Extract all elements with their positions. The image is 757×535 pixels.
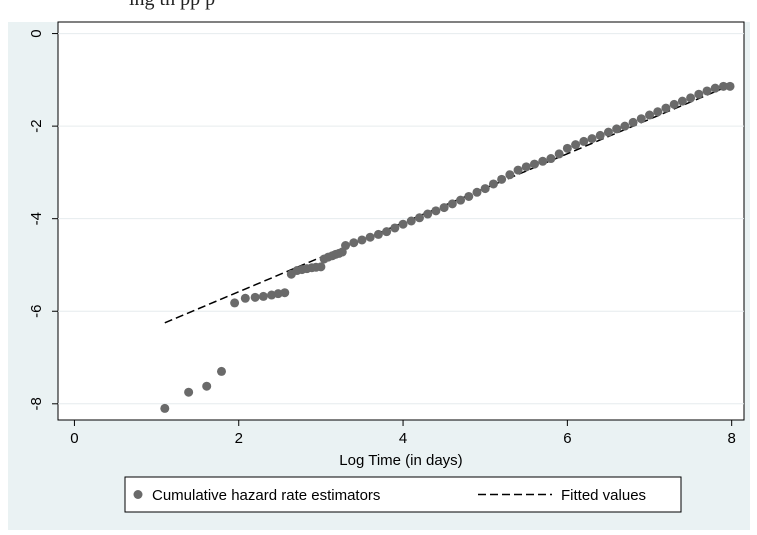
y-tick-label: 0 — [28, 29, 45, 37]
hazard-point — [423, 209, 433, 219]
hazard-point — [365, 232, 375, 242]
x-tick-label: 0 — [70, 430, 78, 447]
hazard-point — [636, 114, 646, 124]
hazard-point — [406, 216, 416, 226]
hazard-point — [250, 292, 260, 302]
x-tick-label: 8 — [728, 430, 736, 447]
hazard-point — [661, 103, 671, 113]
hazard-point — [497, 174, 507, 184]
hazard-point — [653, 107, 663, 117]
hazard-point — [382, 227, 392, 237]
hazard-point — [349, 238, 359, 248]
x-axis: 0 2 4 6 8 — [70, 420, 736, 447]
series-layer — [160, 81, 735, 413]
top-caption: ing th pp p — [129, 0, 215, 11]
hazard-point — [357, 235, 367, 245]
legend: Cumulative hazard rate estimators Fitted… — [124, 476, 682, 513]
legend-box — [124, 476, 682, 513]
hazard-point — [538, 156, 548, 166]
hazard-point — [184, 387, 194, 397]
y-tick-label: -8 — [28, 397, 45, 410]
grid-lines — [58, 33, 744, 405]
hazard-point — [280, 288, 290, 298]
hazard-point — [240, 293, 250, 303]
x-tick-label: 4 — [399, 430, 407, 447]
hazard-point — [472, 187, 482, 197]
hazard-point — [554, 149, 564, 159]
x-axis-label: Log Time (in days) — [339, 452, 462, 469]
hazard-point — [628, 117, 638, 127]
hazard-point — [316, 262, 326, 272]
legend-marker-cumulative-hazard — [133, 490, 143, 499]
hazard-point — [587, 134, 597, 144]
hazard-point — [341, 241, 351, 251]
y-tick-label: -4 — [28, 212, 45, 225]
hazard-point — [530, 159, 540, 169]
hazard-point — [521, 162, 531, 172]
hazard-point — [456, 195, 466, 205]
hazard-point — [398, 219, 408, 229]
hazard-point — [579, 136, 589, 146]
hazard-point — [725, 81, 735, 91]
hazard-point — [702, 86, 712, 96]
top-strip: ing th pp p — [0, 0, 757, 22]
hazard-point — [258, 291, 268, 301]
hazard-point — [505, 170, 515, 180]
hazard-point — [562, 143, 572, 153]
legend-label-fitted-values: Fitted values — [561, 487, 646, 504]
hazard-point — [546, 154, 556, 164]
hazard-point — [373, 229, 383, 239]
hazard-point — [694, 89, 704, 99]
hazard-point — [595, 130, 605, 140]
hazard-point — [571, 140, 581, 150]
y-tick-label: -2 — [28, 119, 45, 132]
hazard-point — [612, 124, 622, 134]
hazard-point — [669, 99, 679, 109]
x-tick-label: 2 — [235, 430, 243, 447]
hazard-point — [273, 289, 283, 299]
hazard-point — [488, 179, 498, 189]
hazard-point — [645, 110, 655, 120]
y-tick-label: -6 — [28, 305, 45, 318]
hazard-point — [431, 206, 441, 216]
hazard-point — [464, 191, 474, 201]
hazard-point — [677, 96, 687, 106]
hazard-point — [686, 93, 696, 103]
hazard-point — [390, 223, 400, 233]
y-axis: 0 -2 -4 -6 -8 — [28, 29, 58, 410]
hazard-point — [230, 298, 240, 308]
hazard-point — [202, 381, 212, 391]
hazard-point — [480, 184, 490, 194]
hazard-point — [718, 81, 728, 91]
hazard-point — [447, 199, 457, 209]
hazard-point — [513, 165, 523, 175]
hazard-point — [710, 83, 720, 93]
hazard-point — [439, 203, 449, 213]
x-tick-label: 6 — [563, 430, 571, 447]
hazard-point — [160, 403, 170, 413]
legend-label-cumulative-hazard: Cumulative hazard rate estimators — [152, 487, 380, 504]
hazard-point — [603, 127, 613, 137]
hazard-point — [216, 366, 226, 376]
hazard-point — [414, 213, 424, 223]
hazard-point — [620, 121, 630, 131]
